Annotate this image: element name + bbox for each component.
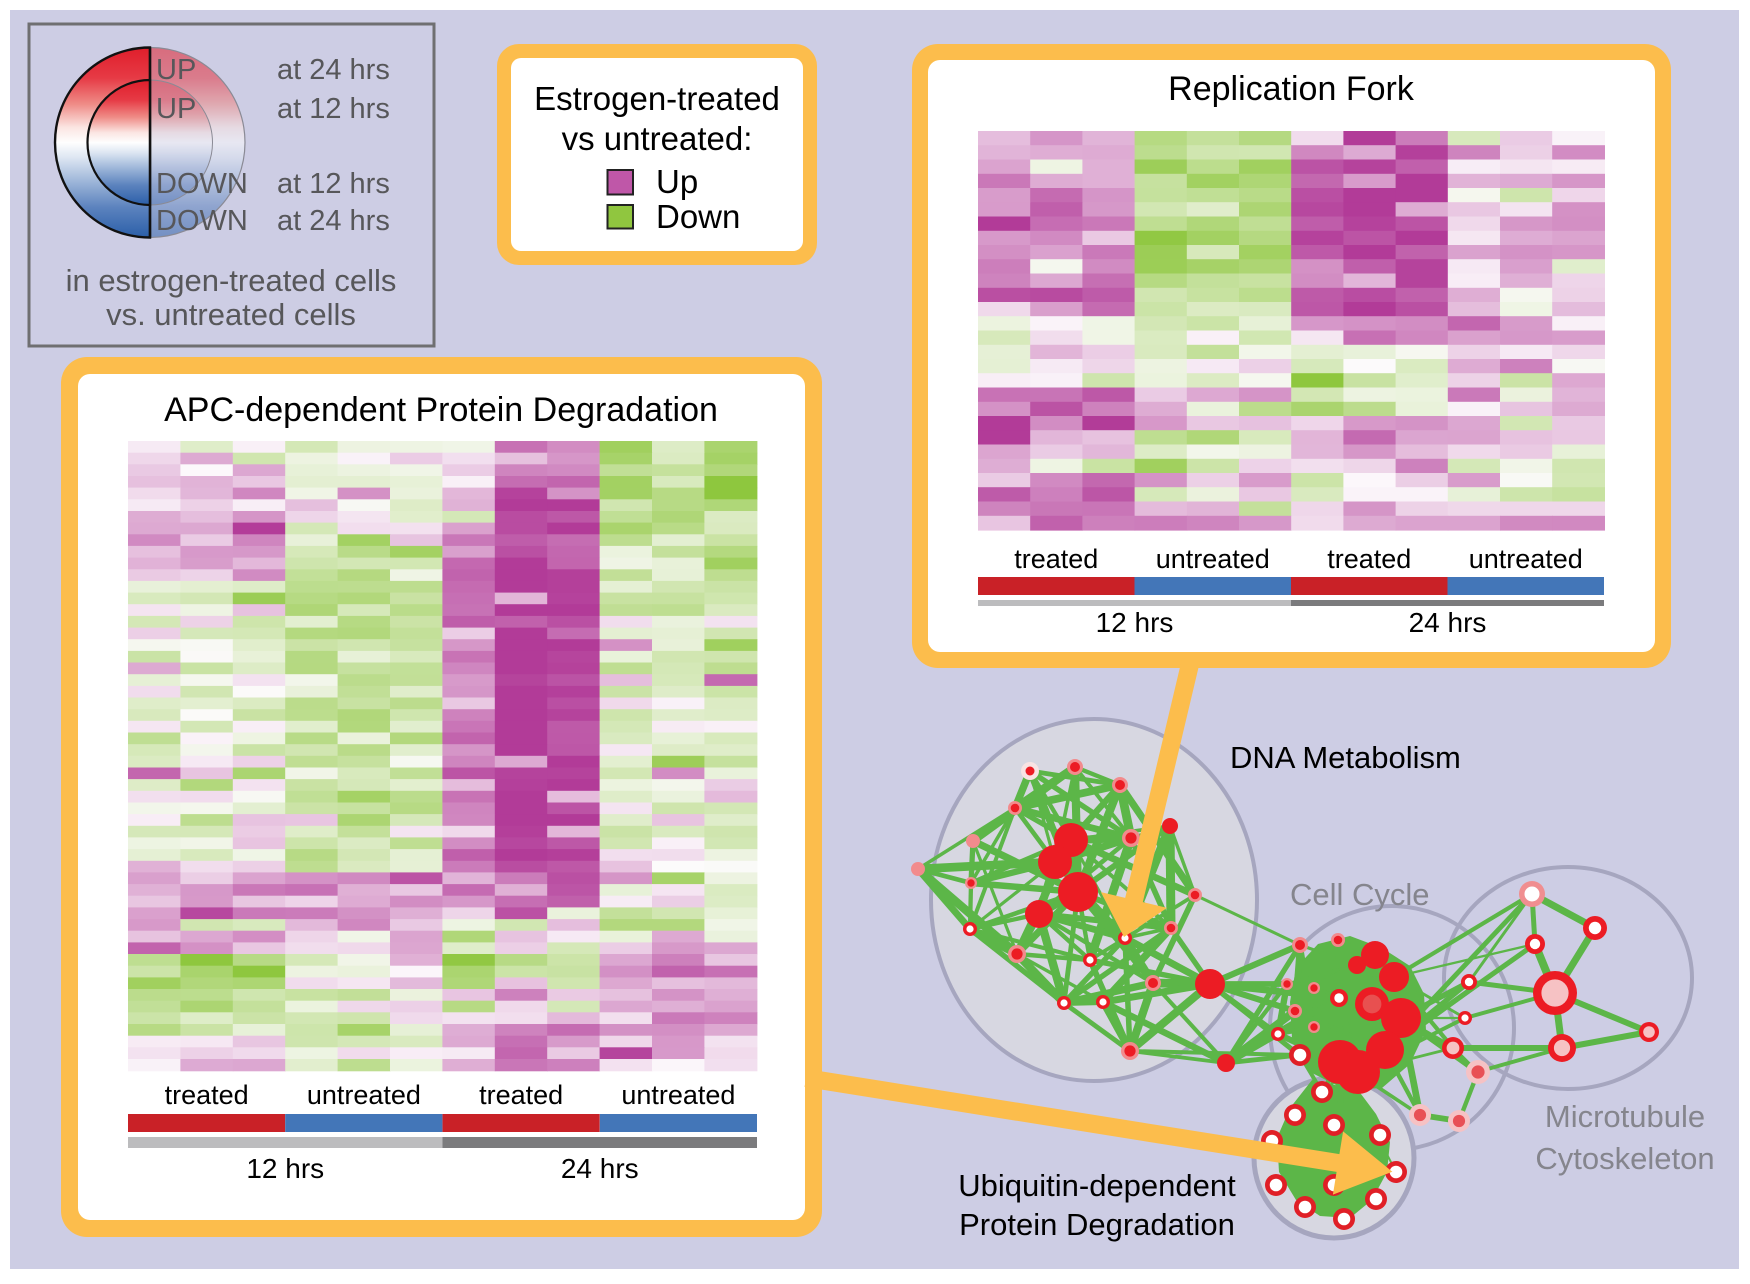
svg-text:Cell Cycle: Cell Cycle: [1290, 877, 1430, 912]
svg-text:DNA Metabolism: DNA Metabolism: [1230, 740, 1461, 775]
svg-text:DOWN: DOWN: [156, 168, 248, 200]
svg-text:vs. untreated cells: vs. untreated cells: [106, 297, 356, 332]
svg-text:vs untreated:: vs untreated:: [562, 120, 753, 157]
svg-text:at 24 hrs: at 24 hrs: [277, 205, 390, 237]
svg-text:Ubiquitin-dependent: Ubiquitin-dependent: [958, 1168, 1236, 1203]
svg-text:at 12 hrs: at 12 hrs: [277, 168, 390, 200]
svg-text:untreated: untreated: [1469, 544, 1583, 574]
svg-text:Estrogen-treated: Estrogen-treated: [534, 80, 780, 117]
svg-text:at 12 hrs: at 12 hrs: [277, 93, 390, 125]
svg-text:Cytoskeleton: Cytoskeleton: [1535, 1141, 1714, 1176]
svg-text:untreated: untreated: [621, 1080, 735, 1110]
svg-text:in estrogen-treated cells: in estrogen-treated cells: [66, 263, 397, 298]
svg-text:Down: Down: [656, 198, 740, 235]
svg-text:Up: Up: [656, 163, 698, 200]
svg-text:Microtubule: Microtubule: [1545, 1099, 1705, 1134]
svg-text:treated: treated: [479, 1080, 563, 1110]
svg-text:12 hrs: 12 hrs: [246, 1153, 324, 1184]
svg-text:treated: treated: [1327, 544, 1411, 574]
svg-text:APC-dependent Protein Degradat: APC-dependent Protein Degradation: [164, 391, 718, 429]
svg-text:at 24 hrs: at 24 hrs: [277, 54, 390, 86]
svg-text:Replication Fork: Replication Fork: [1168, 70, 1415, 108]
svg-text:12 hrs: 12 hrs: [1096, 607, 1174, 638]
svg-text:untreated: untreated: [1156, 544, 1270, 574]
svg-text:Protein Degradation: Protein Degradation: [959, 1207, 1235, 1242]
svg-text:UP: UP: [156, 93, 196, 125]
svg-text:DOWN: DOWN: [156, 205, 248, 237]
svg-text:24 hrs: 24 hrs: [561, 1153, 639, 1184]
svg-text:treated: treated: [1014, 544, 1098, 574]
svg-text:24 hrs: 24 hrs: [1409, 607, 1487, 638]
svg-text:treated: treated: [165, 1080, 249, 1110]
svg-text:untreated: untreated: [307, 1080, 421, 1110]
svg-text:UP: UP: [156, 54, 196, 86]
